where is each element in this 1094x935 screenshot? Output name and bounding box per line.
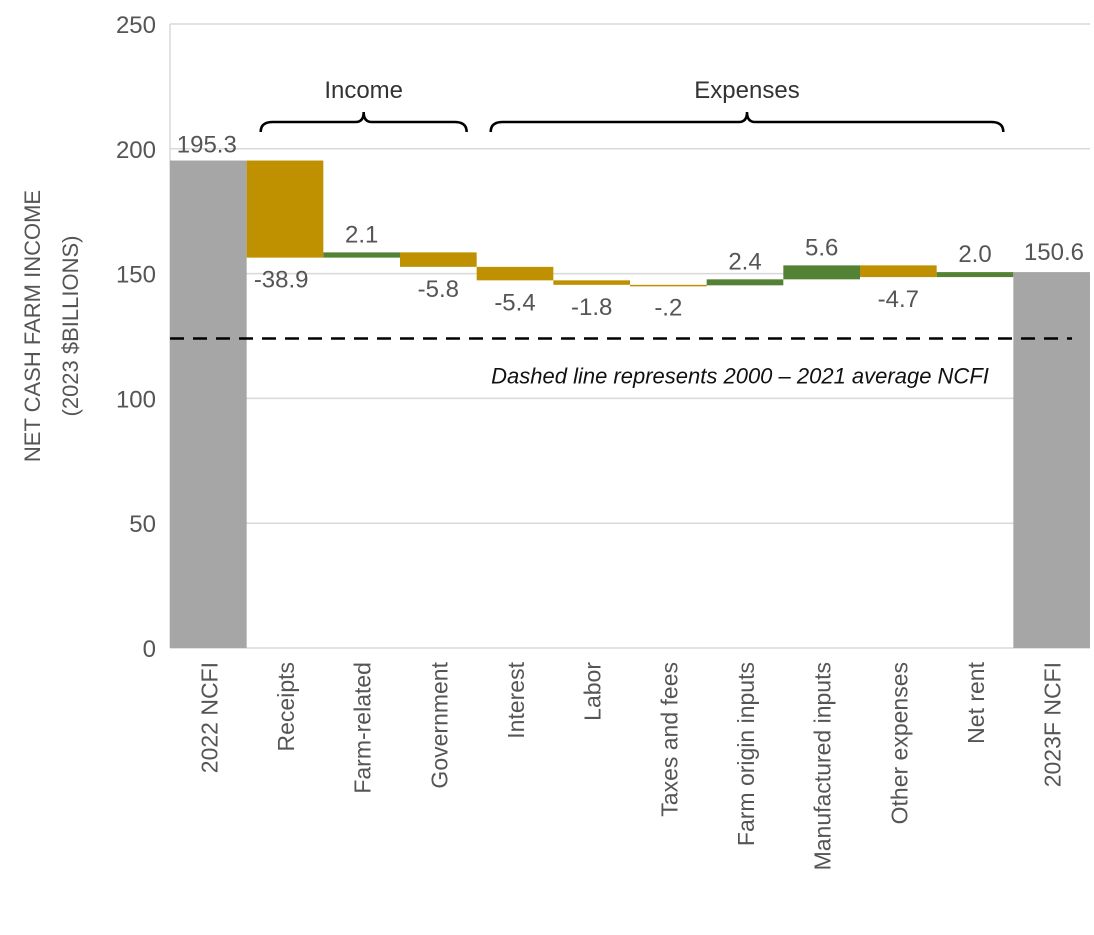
reference-annotation: Dashed line represents 2000 – 2021 avera… xyxy=(491,363,989,388)
bar-labor xyxy=(553,280,630,285)
x-category-label: 2022 NCFI xyxy=(196,662,222,773)
y-tick-labels: 0 50 100 150 200 250 xyxy=(116,12,156,663)
bar-taxes-and-fees xyxy=(630,284,707,287)
x-category-label: Receipts xyxy=(273,662,299,751)
bar-interest xyxy=(476,266,554,281)
y-tick-label: 150 xyxy=(116,262,156,289)
bars xyxy=(170,160,1090,649)
bar-2023f-ncfi xyxy=(1013,272,1090,648)
bar-farm-related xyxy=(323,252,400,258)
bar-manufactured-inputs xyxy=(783,265,860,280)
x-category-label: Labor xyxy=(580,662,606,721)
data-label: 2.0 xyxy=(958,241,991,268)
group-label-income: Income xyxy=(324,77,403,104)
x-category-label: Taxes and fees xyxy=(656,662,682,817)
x-category-labels: 2022 NCFI Receipts Farm-related Government I… xyxy=(196,661,1065,870)
x-category-label: Manufactured inputs xyxy=(810,662,836,870)
y-axis-title-line: (2023 $BILLIONS) xyxy=(58,236,83,417)
gridlines xyxy=(169,23,1090,649)
x-category-label: Net rent xyxy=(963,661,989,743)
reference-line: Dashed line represents 2000 – 2021 avera… xyxy=(170,337,1072,388)
brace-income xyxy=(259,111,468,133)
group-braces: Income Expenses xyxy=(259,77,1005,133)
x-category-label: Farm-related xyxy=(350,662,376,794)
bar-receipts xyxy=(246,160,324,258)
data-label: -4.7 xyxy=(878,286,919,313)
y-tick-label: 50 xyxy=(129,511,156,538)
y-axis-title-line: NET CASH FARM INCOME xyxy=(20,190,45,462)
bar-net-rent xyxy=(936,272,1014,278)
bar-farm-origin-inputs xyxy=(706,279,784,286)
x-category-label: Interest xyxy=(503,661,529,738)
y-tick-label: 100 xyxy=(116,386,156,413)
data-label: 2.1 xyxy=(345,221,378,248)
bar-government xyxy=(400,252,477,267)
data-label: 150.6 xyxy=(1024,239,1084,266)
x-category-label: 2023F NCFI xyxy=(1040,662,1066,787)
x-category-label: Other expenses xyxy=(886,662,912,824)
bar-other-expenses xyxy=(860,265,937,278)
data-labels: 195.3 -38.9 2.1 -5.8 -5.4 -1.8 -.2 2.4 5.6 -4.7 2.… xyxy=(177,132,1084,322)
x-category-label: Farm origin inputs xyxy=(733,662,759,846)
y-tick-label: 0 xyxy=(143,636,156,663)
data-label: -5.8 xyxy=(418,276,459,303)
y-tick-label: 250 xyxy=(116,12,156,39)
y-axis-title: NET CASH FARM INCOME (2023 $BILLIONS) xyxy=(20,190,83,462)
y-tick-label: 200 xyxy=(116,137,156,164)
brace-expenses xyxy=(489,111,1005,133)
data-label: -38.9 xyxy=(254,267,309,294)
data-label: 195.3 xyxy=(177,132,237,159)
data-label: -.2 xyxy=(654,294,682,321)
group-label-expenses: Expenses xyxy=(694,77,799,104)
data-label: -1.8 xyxy=(571,294,612,321)
data-label: -5.4 xyxy=(494,289,535,316)
bar-2022-ncfi xyxy=(170,160,247,649)
data-label: 2.4 xyxy=(728,248,761,275)
data-label: 5.6 xyxy=(805,234,838,261)
x-category-label: Government xyxy=(426,661,452,788)
